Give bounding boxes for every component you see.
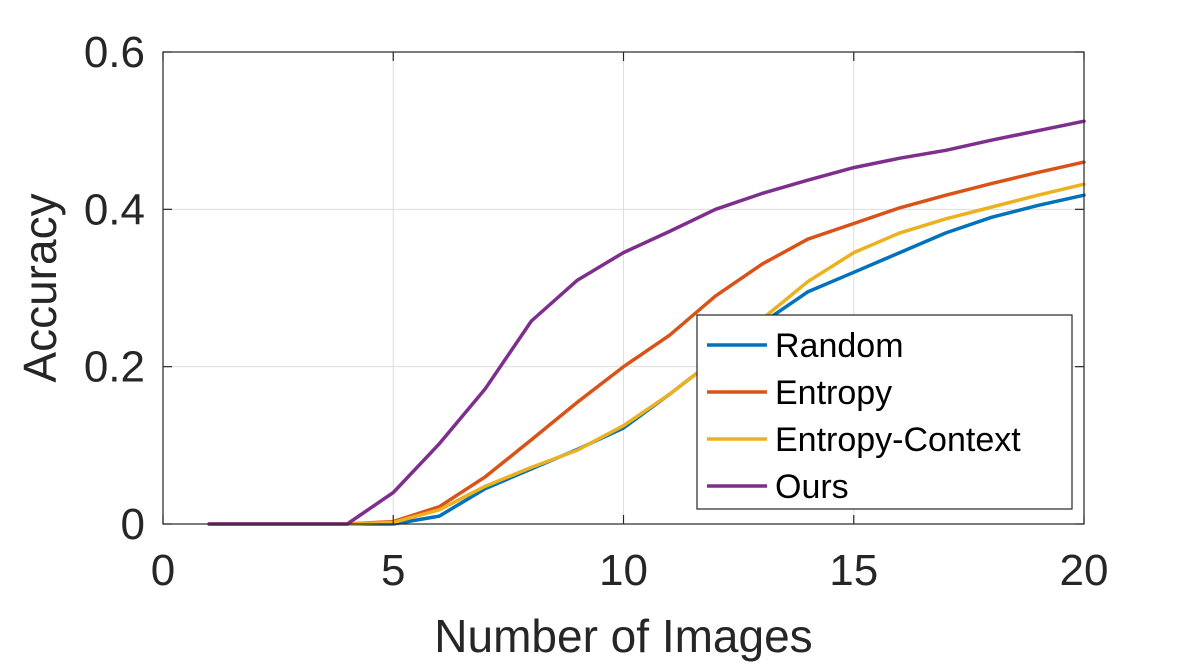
x-tick-label: 0: [151, 546, 175, 595]
legend-label: Random: [775, 327, 904, 365]
y-tick-label: 0.2: [84, 343, 145, 392]
x-tick-label: 10: [599, 546, 648, 595]
legend-box: [696, 314, 1073, 510]
legend-label: Entropy-Context: [775, 421, 1021, 459]
y-axis-title: Accuracy: [14, 193, 66, 382]
legend-label: Ours: [775, 468, 849, 506]
axis-ticks: 0 5 10 15 20 0 0.2 0.4 0.6: [84, 28, 1109, 595]
legend-label: Entropy: [775, 374, 892, 412]
y-tick-label: 0: [121, 500, 145, 549]
x-tick-label: 20: [1060, 546, 1109, 595]
legend: Random Entropy Entropy-Context Ours: [696, 314, 1073, 510]
x-tick-label: 15: [829, 546, 878, 595]
y-tick-label: 0.6: [84, 28, 145, 77]
x-tick-label: 5: [381, 546, 405, 595]
series-line-ours: [207, 119, 1086, 526]
x-axis-title: Number of Images: [434, 610, 812, 662]
y-tick-label: 0.4: [84, 185, 145, 234]
